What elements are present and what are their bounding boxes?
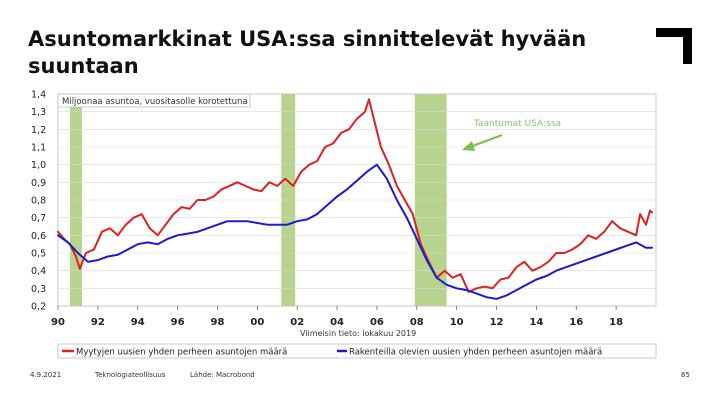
- slide-title: Asuntomarkkinat USA:ssa sinnittelevät hy…: [28, 27, 587, 78]
- footer-date: 4.9.2021: [30, 371, 62, 379]
- x-tick-label: 10: [450, 317, 464, 328]
- y-tick-label: 1,0: [31, 160, 46, 171]
- x-tick-label: 14: [529, 317, 543, 328]
- series-line-construction: [57, 163, 653, 300]
- annotation-arrow-shaft: [469, 133, 503, 149]
- footer-organization: Teknologiateollisuus: [95, 371, 166, 379]
- annotation-arrow-head: [462, 141, 475, 151]
- series-lines: [57, 98, 653, 300]
- legend-label-sold: Myytyjen uusien yhden perheen asuntojen …: [76, 348, 287, 358]
- y-tick-labels: 0,2 0,3 0,4 0,5 0,6 0,7 0,8 0,9 1,0 1,1 1,2 1,3 1,4: [31, 90, 46, 313]
- legend: Myytyjen uusien yhden perheen asuntojen …: [57, 343, 657, 359]
- x-tick-label: 06: [370, 317, 384, 328]
- x-tick-label: 08: [410, 317, 424, 328]
- y-tick-label: 0,3: [31, 284, 46, 295]
- x-tick-label: 02: [290, 317, 304, 328]
- plot-frame: [57, 93, 657, 307]
- x-tick-label: 90: [51, 317, 65, 328]
- y-axis-label: Miljoonaa asuntoa, vuositasolle korotett…: [62, 97, 248, 107]
- x-tick-label: 94: [131, 317, 145, 328]
- recession-annotation: Taantumat USA:ssa: [462, 119, 561, 151]
- x-tick-label: 04: [330, 317, 344, 328]
- latest-data-note: Viimeisin tieto: lokakuu 2019: [300, 329, 416, 338]
- corner-bracket-icon: [656, 28, 692, 64]
- y-tick-label: 0,2: [31, 302, 46, 313]
- ylabel-box: Miljoonaa asuntoa, vuositasolle korotett…: [57, 93, 251, 108]
- y-tick-label: 0,9: [31, 178, 46, 189]
- footer-source: Lähde: Macrobond: [190, 371, 255, 379]
- y-tick-label: 0,5: [31, 249, 46, 260]
- x-tick-labels: 90 92 94 96 98 00 02 04 06 08 10 12 14 16 18: [51, 306, 623, 328]
- y-tick-label: 0,6: [31, 231, 46, 242]
- y-tick-label: 0,4: [31, 266, 46, 277]
- footer-page-number: 65: [681, 371, 690, 379]
- y-tick-label: 0,7: [31, 213, 46, 224]
- y-tick-label: 1,3: [31, 107, 46, 118]
- x-tick-label: 18: [609, 317, 623, 328]
- grid-lines: [58, 93, 656, 307]
- annotation-text: Taantumat USA:ssa: [473, 119, 561, 129]
- x-tick-label: 96: [171, 317, 185, 328]
- x-tick-label: 92: [91, 317, 105, 328]
- x-tick-label: 12: [490, 317, 504, 328]
- y-tick-label: 0,8: [31, 196, 46, 207]
- legend-label-construction: Rakenteilla olevien uusien yhden perheen…: [349, 348, 602, 358]
- x-tick-label: 16: [569, 317, 583, 328]
- x-tick-label: 00: [250, 317, 264, 328]
- y-tick-label: 1,4: [31, 90, 46, 101]
- x-tick-label: 98: [211, 317, 225, 328]
- y-tick-label: 1,2: [31, 125, 46, 136]
- y-tick-label: 1,1: [31, 143, 46, 154]
- series-line-sold: [57, 98, 653, 293]
